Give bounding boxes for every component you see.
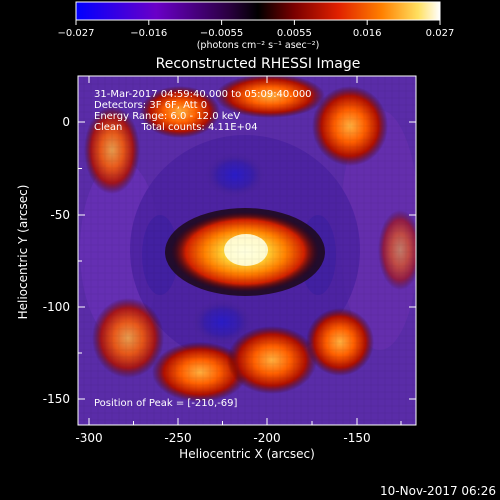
info-line: Detectors: 3F 6F, Att 0 xyxy=(94,100,207,111)
observation-info: 31-Mar-2017 04:59:40.000 to 05:09:40.000… xyxy=(94,89,312,133)
x-axis-label: Heliocentric X (arcsec) xyxy=(179,447,315,461)
rhessi-image xyxy=(78,76,416,425)
colorbar-tick-label: 0.027 xyxy=(426,28,455,39)
info-line: Clean Total counts: 4.11E+04 xyxy=(94,122,258,133)
y-tick-label: -100 xyxy=(43,300,70,314)
colorbar-ticks xyxy=(75,20,441,25)
colorbar-units: (photons cm⁻² s⁻¹ asec⁻²) xyxy=(197,40,320,51)
colorbar: −0.027 −0.016 −0.0055 0.0055 0.016 0.027… xyxy=(57,1,455,51)
colorbar-tick-label: −0.0055 xyxy=(200,28,243,39)
plot-frame xyxy=(77,75,417,426)
x-axis-ticks xyxy=(88,76,402,425)
info-line: Energy Range: 6.0 - 12.0 keV xyxy=(94,111,240,122)
colorbar-tick-label: −0.027 xyxy=(57,28,94,39)
x-tick-label: -250 xyxy=(164,431,191,445)
y-axis-ticks xyxy=(78,121,416,400)
colorbar-tick-label: −0.016 xyxy=(130,28,167,39)
x-tick-label: -200 xyxy=(253,431,280,445)
plot-timestamp: 10-Nov-2017 06:26 xyxy=(380,484,496,498)
y-tick-label: -150 xyxy=(43,392,70,406)
info-line: 31-Mar-2017 04:59:40.000 to 05:09:40.000 xyxy=(94,89,312,100)
peak-position-text: Position of Peak = [-210,-69] xyxy=(94,398,238,409)
x-tick-label: -150 xyxy=(343,431,370,445)
image-title: Reconstructed RHESSI Image xyxy=(156,56,361,72)
y-tick-label: -50 xyxy=(50,208,70,222)
colorbar-tick-label: 0.0055 xyxy=(277,28,312,39)
y-tick-label: 0 xyxy=(62,115,70,129)
colorbar-gradient xyxy=(75,1,441,21)
y-axis-label: Heliocentric Y (arcsec) xyxy=(16,185,30,320)
x-tick-label: -300 xyxy=(75,431,102,445)
colorbar-tick-label: 0.016 xyxy=(353,28,382,39)
